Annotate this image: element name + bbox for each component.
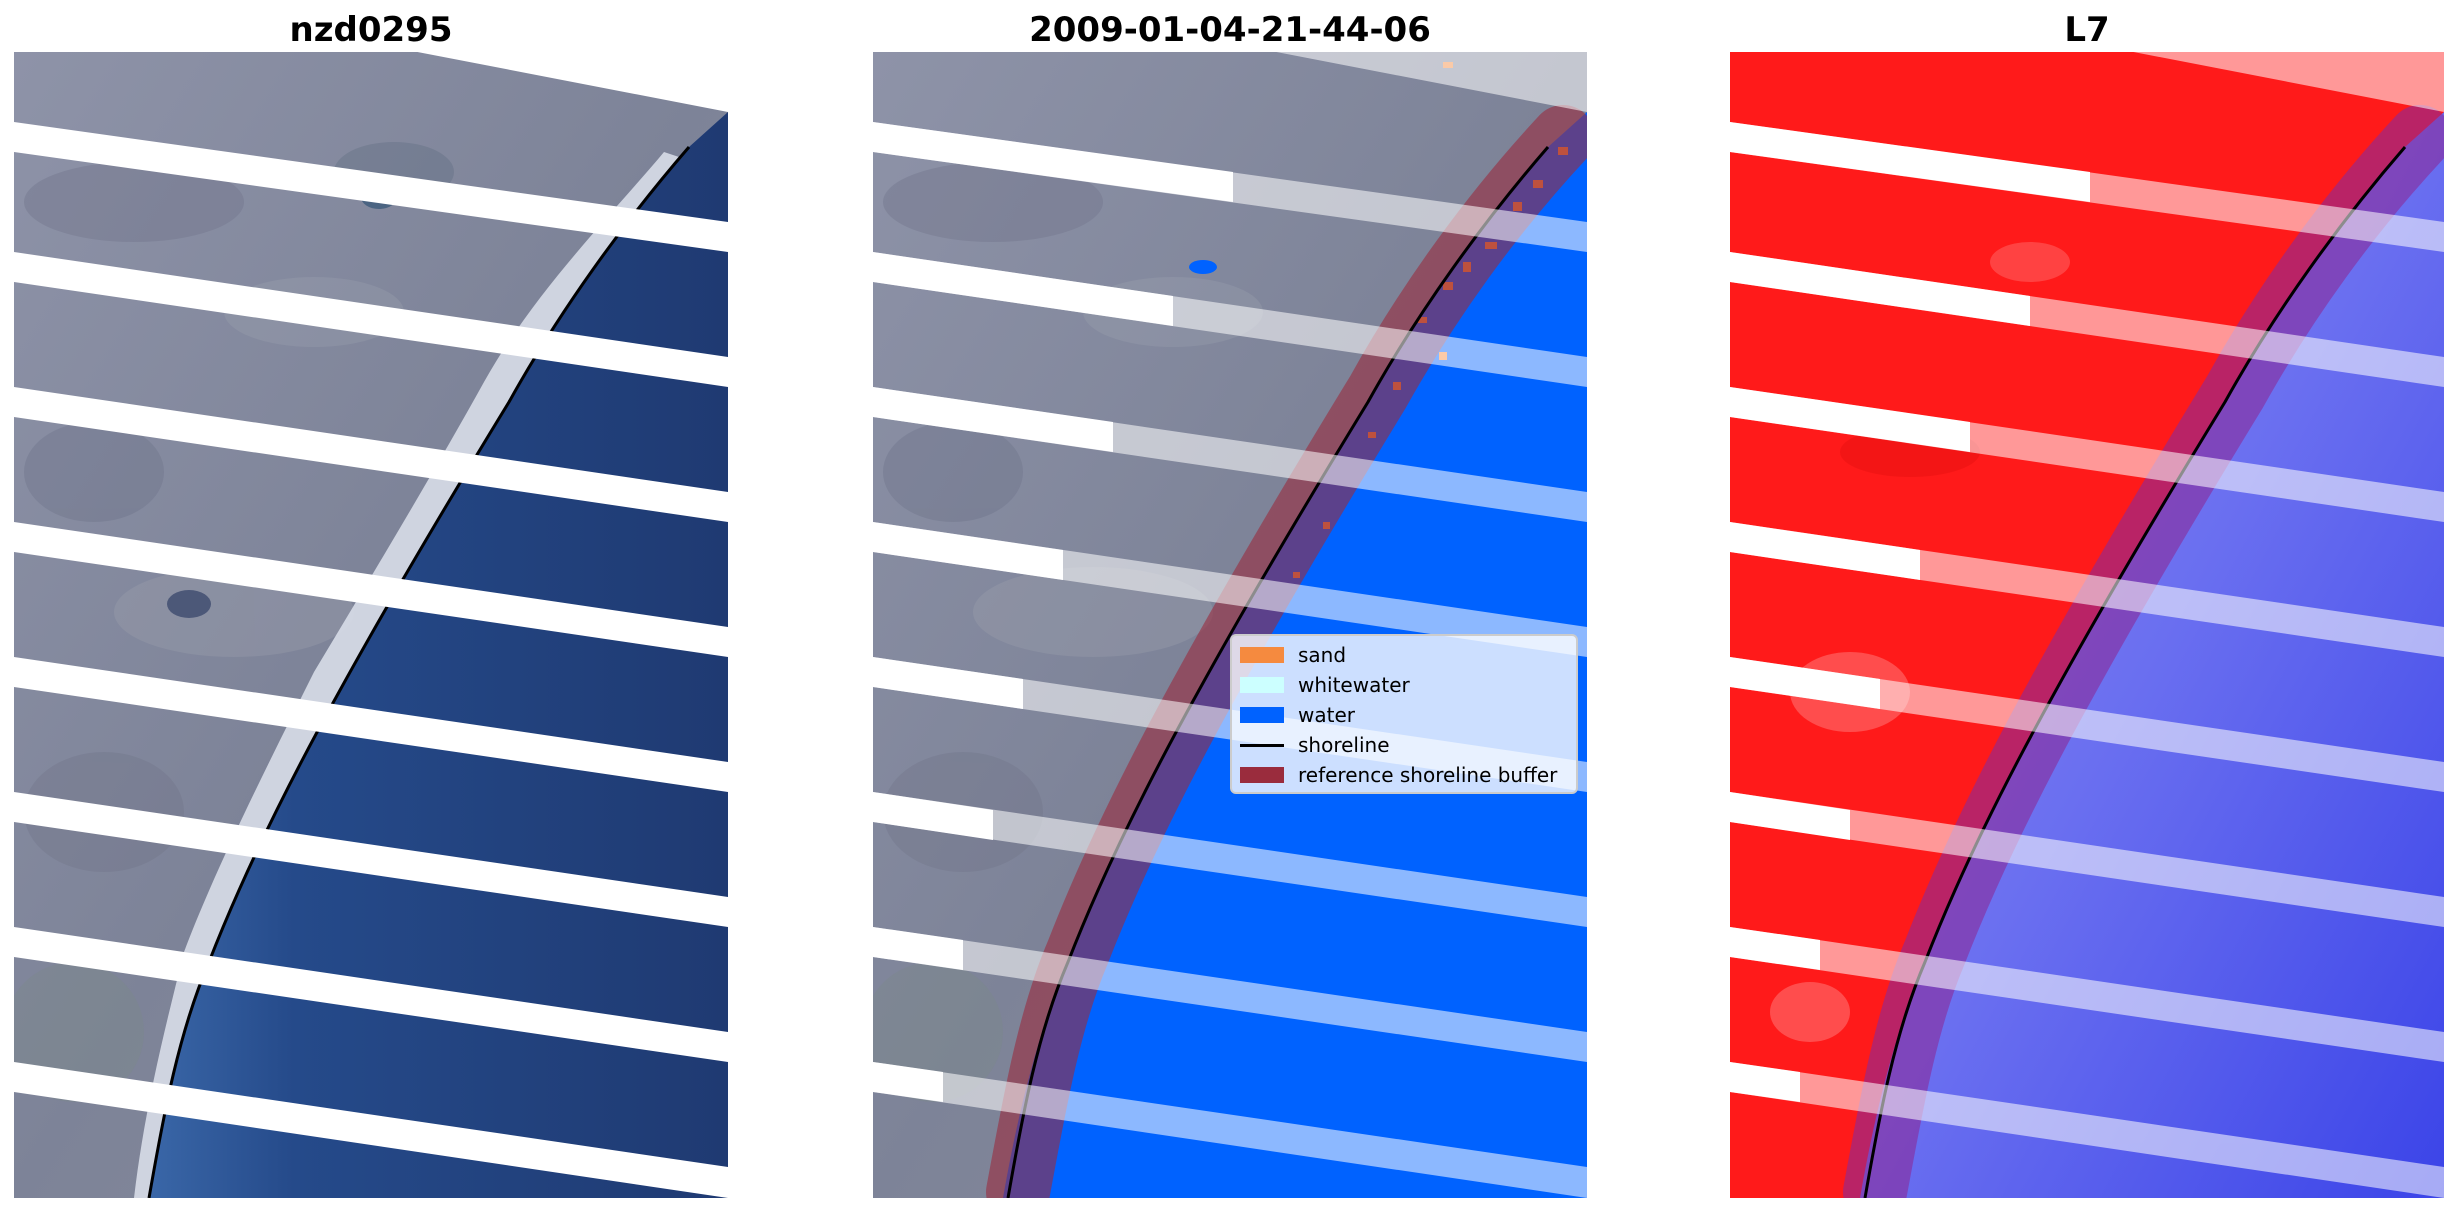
- panel-title-classified: 2009-01-04-21-44-06: [1029, 10, 1431, 50]
- legend-item-shoreline: shoreline: [1232, 730, 1576, 760]
- legend-item-buffer: reference shoreline buffer: [1232, 760, 1576, 790]
- shoreline-line-swatch: [1240, 744, 1284, 747]
- sand-swatch: [1240, 647, 1284, 663]
- water-swatch: [1240, 707, 1284, 723]
- panel-title-rgb: nzd0295: [289, 10, 453, 50]
- legend-label-buffer: reference shoreline buffer: [1298, 763, 1558, 787]
- panel-title-mndwi: L7: [2064, 10, 2110, 50]
- legend-label-sand: sand: [1298, 643, 1347, 667]
- classified-image: [873, 52, 1587, 1198]
- legend-item-water: water: [1232, 700, 1576, 730]
- buffer-swatch: [1240, 767, 1284, 783]
- legend-label-shoreline: shoreline: [1298, 733, 1390, 757]
- whitewater-swatch: [1240, 677, 1284, 693]
- legend-label-water: water: [1298, 703, 1355, 727]
- legend-item-sand: sand: [1232, 640, 1576, 670]
- classified-image-panel: [873, 52, 1587, 1198]
- index-image: [1730, 52, 2444, 1198]
- legend-item-whitewater: whitewater: [1232, 670, 1576, 700]
- legend-label-whitewater: whitewater: [1298, 673, 1410, 697]
- rgb-image: [14, 52, 728, 1198]
- rgb-image-panel: [14, 52, 728, 1198]
- legend: sand whitewater water shoreline referenc…: [1230, 634, 1578, 794]
- index-image-panel: [1730, 52, 2444, 1198]
